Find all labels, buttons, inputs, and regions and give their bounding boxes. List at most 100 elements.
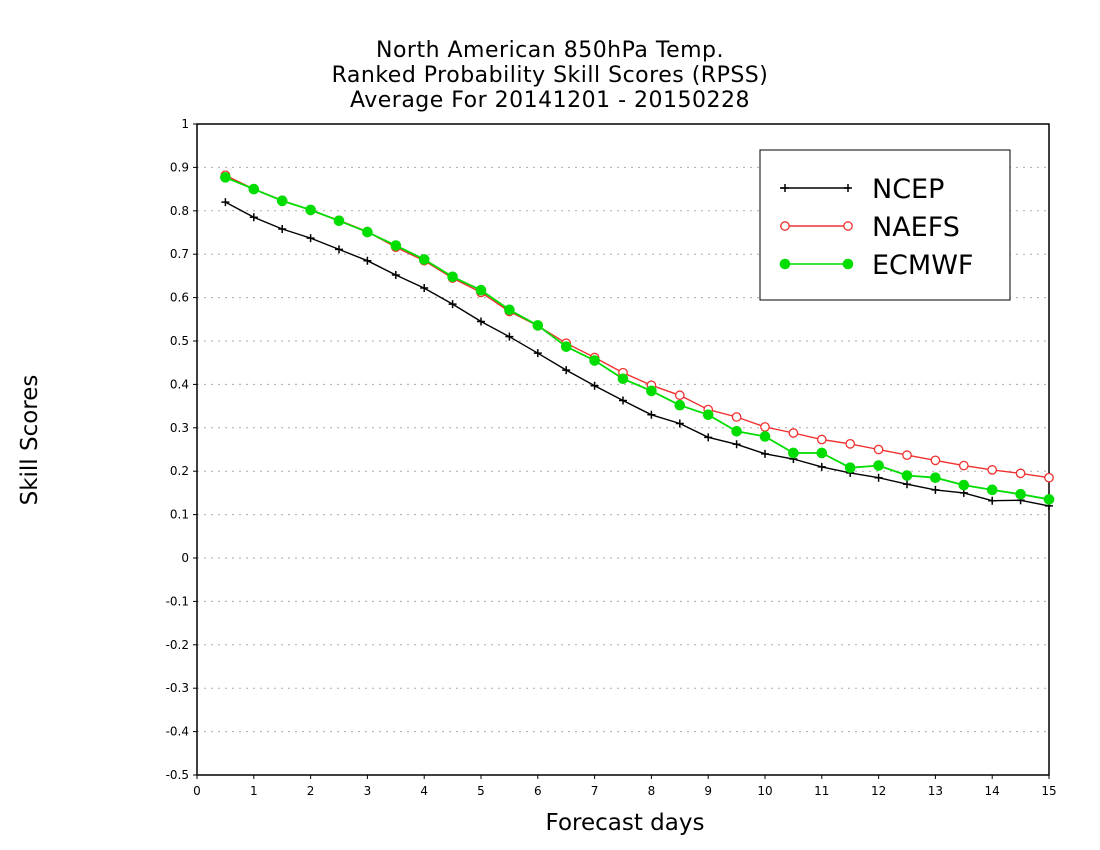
data-point-ncep <box>732 440 741 449</box>
data-point-ncep <box>249 213 258 222</box>
data-point-ecmwf <box>418 254 430 265</box>
x-tick-label: 7 <box>591 784 599 798</box>
data-point-ncep <box>590 381 599 390</box>
legend-marker-ecmwf <box>779 258 791 270</box>
data-point-naefs <box>902 450 912 460</box>
x-tick-label: 10 <box>757 784 772 798</box>
y-tick-label: 0 <box>181 551 189 565</box>
data-point-ncep <box>903 480 911 489</box>
data-point-ncep <box>448 300 457 309</box>
data-point-ecmwf <box>276 195 288 207</box>
data-point-ncep <box>931 485 940 494</box>
x-tick-label: 0 <box>193 784 201 798</box>
x-axis-label: Forecast days <box>545 810 705 836</box>
data-point-ncep <box>505 332 514 341</box>
data-point-ncep <box>533 349 542 358</box>
x-tick-label: 14 <box>985 784 1000 798</box>
y-tick-label: 0.7 <box>170 247 189 261</box>
legend-marker-naefs <box>780 221 790 231</box>
legend-label-naefs: NAEFS <box>872 212 960 243</box>
data-point-naefs <box>845 439 856 449</box>
data-point-ecmwf <box>1015 488 1026 500</box>
data-point-ncep <box>420 284 429 293</box>
y-tick-label: 0.5 <box>170 334 189 348</box>
data-point-ecmwf <box>333 215 345 227</box>
data-point-ecmwf <box>788 447 799 459</box>
data-point-ecmwf <box>504 304 515 316</box>
data-point-ecmwf <box>560 341 572 352</box>
data-point-ecmwf <box>532 320 544 331</box>
x-tick-label: 2 <box>307 784 315 798</box>
x-tick-label: 15 <box>1041 784 1056 798</box>
y-tick-label: 0.8 <box>170 204 189 218</box>
data-point-ecmwf <box>617 373 629 385</box>
data-point-naefs <box>873 444 884 455</box>
y-tick-label: 0.9 <box>170 160 189 174</box>
data-point-naefs <box>760 422 770 432</box>
data-point-ncep <box>704 433 713 442</box>
data-point-ecmwf <box>674 399 686 411</box>
data-point-ecmwf <box>1043 494 1055 505</box>
chart-title-line-2: Ranked Probability Skill Scores (RPSS) <box>331 63 769 88</box>
data-point-ecmwf <box>958 479 970 491</box>
data-point-ecmwf <box>702 409 714 421</box>
data-point-ecmwf <box>447 271 458 283</box>
data-point-ncep <box>817 462 826 471</box>
x-tick-label: 11 <box>814 784 829 798</box>
data-point-ncep <box>647 410 656 419</box>
legend-marker-ecmwf <box>842 258 854 270</box>
data-point-ecmwf <box>873 460 884 471</box>
y-tick-label: -0.2 <box>166 638 189 652</box>
data-point-ncep <box>761 449 769 458</box>
data-point-ncep <box>391 271 400 280</box>
data-point-ecmwf <box>362 226 373 238</box>
y-tick-label: 0.6 <box>170 291 189 305</box>
x-tick-label: 1 <box>250 784 258 798</box>
data-point-ecmwf <box>475 284 487 296</box>
data-point-ecmwf <box>901 470 913 481</box>
data-point-ecmwf <box>844 462 856 474</box>
x-tick-label: 9 <box>704 784 712 798</box>
data-point-ecmwf <box>390 240 402 251</box>
data-point-naefs <box>958 460 969 471</box>
legend-marker-ncep <box>781 184 789 192</box>
data-point-ncep <box>874 473 883 482</box>
y-tick-label: 1 <box>181 117 189 131</box>
data-point-ncep <box>306 234 315 243</box>
data-point-ncep <box>477 317 485 326</box>
legend-marker-naefs <box>843 221 853 231</box>
data-point-ncep <box>221 198 230 207</box>
x-tick-label: 6 <box>534 784 542 798</box>
data-point-naefs <box>674 390 685 401</box>
chart-title-line-3: Average For 20141201 - 20150228 <box>349 88 751 113</box>
y-tick-label: -0.1 <box>166 594 189 608</box>
data-point-ecmwf <box>816 447 828 459</box>
data-point-ncep <box>363 256 372 265</box>
y-axis-label: Skill Scores <box>17 374 43 506</box>
y-tick-label: -0.5 <box>166 768 189 782</box>
x-tick-label: 4 <box>420 784 428 798</box>
y-tick-label: 0.2 <box>170 464 189 478</box>
data-point-ncep <box>988 496 997 505</box>
data-point-ecmwf <box>589 355 600 366</box>
y-tick-label: -0.4 <box>166 725 189 739</box>
data-point-ecmwf <box>220 172 231 183</box>
data-point-naefs <box>788 428 799 438</box>
chart-title-line-1: North American 850hPa Temp. <box>375 38 725 63</box>
data-point-ecmwf <box>731 425 742 437</box>
series-line-ncep <box>225 201 1050 507</box>
data-point-naefs <box>731 412 742 422</box>
data-point-naefs <box>930 455 941 466</box>
data-point-ncep <box>562 366 571 375</box>
legend-box <box>759 149 1011 301</box>
data-point-naefs <box>987 465 998 475</box>
x-tick-label: 12 <box>871 784 886 798</box>
data-point-ecmwf <box>986 484 998 496</box>
data-point-ecmwf <box>930 472 941 484</box>
data-point-naefs <box>1044 472 1054 483</box>
legend-label-ecmwf: ECMWF <box>872 250 973 281</box>
x-tick-label: 3 <box>364 784 372 798</box>
data-point-ecmwf <box>305 204 316 216</box>
x-tick-label: 13 <box>928 784 943 798</box>
